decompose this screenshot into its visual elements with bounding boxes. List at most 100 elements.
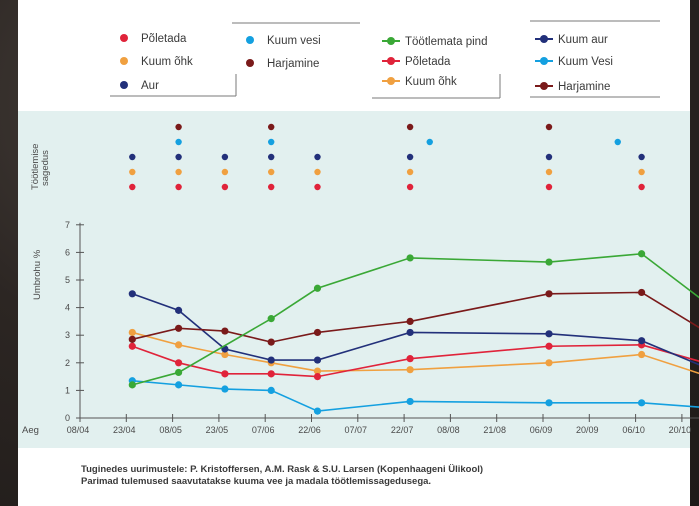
series-point-kuum-vesi: [175, 381, 183, 389]
series-line-kuum-aur: [132, 293, 699, 366]
freq-dot-aur: [129, 153, 136, 161]
legend-line-marker-3: [540, 35, 548, 43]
y-tick-label: 1: [65, 385, 70, 395]
x-tick-label: 08/08: [437, 425, 460, 435]
series-point-kuum-õhk: [128, 328, 136, 337]
series-point-kuum-aur: [406, 328, 414, 337]
legend-line-label-0: Töötlemata pind: [405, 36, 487, 48]
x-tick-label: 07/06: [252, 425, 275, 435]
series-point-kuum-õhk: [545, 359, 553, 367]
series-point-kuum-vesi: [221, 385, 229, 393]
legend-marker-harjamine: [246, 59, 254, 67]
series-point-põletada: [406, 355, 414, 363]
x-tick-label: 08/04: [67, 425, 90, 435]
freq-dot-kuum-õhk: [221, 168, 229, 176]
freq-dot-aur: [638, 153, 645, 161]
y-tick-label: 0: [65, 413, 70, 423]
series-point-põletada: [175, 359, 183, 367]
freq-dot-harjamine: [406, 123, 414, 131]
freq-dot-harjamine: [545, 123, 553, 131]
series-point-harjamine: [313, 328, 322, 337]
x-tick-label: 22/07: [391, 425, 414, 435]
x-tick-label: 23/05: [206, 425, 229, 435]
freq-dot-kuum-õhk: [314, 168, 321, 176]
legend-marker-kuum-õhk: [120, 57, 128, 65]
y-tick-label: 4: [65, 303, 70, 313]
freq-dot-aur: [406, 153, 414, 161]
series-point-põletada: [267, 370, 275, 378]
y-tick-label: 7: [65, 220, 70, 230]
freq-dot-aur: [545, 153, 553, 161]
x-axis-title: Aeg: [22, 425, 39, 436]
series-point-kuum-aur: [638, 337, 646, 345]
legend-marker-põletada: [120, 34, 128, 42]
series-point-kuum-õhk: [313, 367, 322, 375]
freq-dot-aur: [175, 153, 182, 161]
frequency-label-line-2: sagedus: [40, 150, 51, 186]
series-point-kuum-vesi: [545, 399, 553, 407]
freq-dot-aur: [268, 153, 275, 161]
x-tick-label: 23/04: [113, 425, 136, 435]
freq-dot-põletada: [406, 183, 414, 191]
x-tick-label: 21/08: [483, 425, 506, 435]
freq-dot-aur: [314, 153, 321, 161]
series-point-kuum-aur: [175, 306, 183, 314]
x-tick-label: 20/10: [669, 425, 692, 435]
series-point-kuum-õhk: [638, 350, 646, 359]
series-point-põletada: [313, 373, 322, 381]
x-tick-label: 06/09: [530, 425, 553, 435]
series-point-põletada: [545, 342, 553, 350]
freq-dot-kuum-vesi: [614, 138, 621, 146]
freq-dot-kuum-õhk: [129, 168, 136, 176]
freq-dot-põletada: [545, 183, 553, 191]
series-line-harjamine: [132, 291, 699, 343]
series-point-kuum-vesi: [313, 407, 322, 415]
x-tick-label: 08/05: [159, 425, 182, 435]
legend-line-label-1: Põletada: [405, 56, 451, 68]
legend-label-3: Kuum vesi: [267, 35, 321, 47]
series-point-harjamine: [545, 290, 553, 298]
series-point-harjamine: [128, 335, 136, 343]
freq-dot-põletada: [221, 183, 229, 191]
series-point-kuum-õhk: [175, 341, 183, 349]
x-tick-label: 20/09: [576, 425, 599, 435]
legend-label-1: Kuum õhk: [141, 56, 193, 68]
x-tick-label: 07/07: [345, 425, 368, 435]
series-point-töötlemata-pind: [267, 315, 275, 323]
series-point-töötlemata-pind: [128, 381, 136, 389]
y-tick-label: 3: [65, 330, 70, 340]
conclusion-note: Parimad tulemused saavutatakse kuuma vee…: [81, 476, 432, 487]
series-point-kuum-õhk: [221, 350, 229, 359]
legend-line-label-3: Kuum aur: [558, 34, 608, 46]
legend-line-marker-1: [387, 57, 395, 65]
legend-line-label-4: Kuum Vesi: [558, 56, 613, 68]
freq-dot-põletada: [638, 183, 645, 191]
frequency-label-line-1: Töötlemise: [30, 144, 41, 190]
y-tick-label: 5: [65, 275, 70, 285]
legend-label-4: Harjamine: [267, 58, 319, 70]
freq-dot-kuum-vesi: [268, 138, 275, 146]
legend-line-marker-2: [387, 77, 395, 85]
legend-line-marker-4: [540, 57, 548, 65]
series-point-kuum-vesi: [406, 397, 414, 406]
freq-dot-kuum-vesi: [175, 138, 182, 146]
freq-dot-kuum-õhk: [175, 168, 182, 176]
series-point-kuum-aur: [313, 356, 322, 364]
freq-dot-aur: [221, 153, 229, 161]
series-point-harjamine: [638, 288, 646, 297]
series-point-kuum-õhk: [406, 366, 414, 374]
x-tick-label: 22/06: [298, 425, 321, 435]
freq-dot-harjamine: [268, 123, 275, 131]
source-note: Tuginedes uurimustele: P. Kristoffersen,…: [81, 464, 484, 475]
legend-marker-aur: [120, 81, 128, 89]
series-point-kuum-aur: [545, 330, 553, 338]
plot-area-background: [18, 111, 690, 448]
series-point-töötlemata-pind: [175, 368, 183, 377]
series-point-töötlemata-pind: [638, 250, 646, 258]
freq-dot-põletada: [268, 183, 275, 191]
series-point-töötlemata-pind: [406, 254, 414, 262]
freq-dot-kuum-õhk: [638, 168, 645, 176]
series-point-põletada: [221, 370, 229, 378]
series-point-kuum-vesi: [638, 399, 646, 407]
